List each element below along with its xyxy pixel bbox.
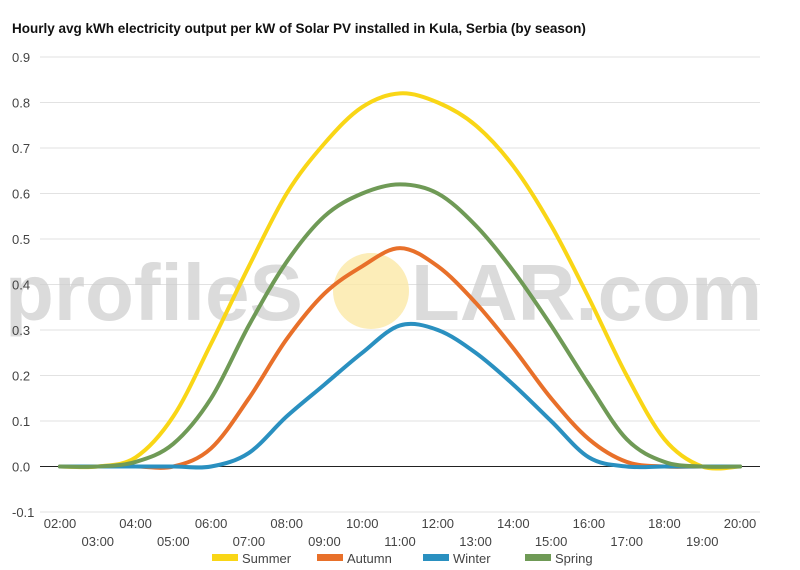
y-tick-label: 0.3 xyxy=(12,323,30,338)
series-layer xyxy=(58,91,742,471)
series-line-spring xyxy=(58,182,742,469)
y-tick-label: 0.9 xyxy=(12,50,30,65)
y-tick-label: 0.4 xyxy=(12,278,30,293)
legend-swatch xyxy=(525,554,551,561)
x-tick-label: 09:00 xyxy=(308,534,341,549)
x-tick-label: 02:00 xyxy=(44,516,77,531)
legend-label: Autumn xyxy=(347,551,392,566)
x-tick-label: 18:00 xyxy=(648,516,681,531)
chart-title: Hourly avg kWh electricity output per kW… xyxy=(12,21,586,36)
legend-swatch xyxy=(317,554,343,561)
x-tick-label: 11:00 xyxy=(384,534,416,549)
legend-label: Winter xyxy=(453,551,491,566)
x-tick-label: 16:00 xyxy=(573,516,606,531)
x-tick-label: 19:00 xyxy=(686,534,719,549)
legend-label: Summer xyxy=(242,551,292,566)
y-tick-label: 0.2 xyxy=(12,369,30,384)
watermark-text-left: profileS xyxy=(5,248,303,337)
x-tick-label: 04:00 xyxy=(119,516,152,531)
x-tick-label: 17:00 xyxy=(610,534,643,549)
y-tick-label: 0.0 xyxy=(12,460,30,475)
legend-swatch xyxy=(423,554,449,561)
x-tick-label: 10:00 xyxy=(346,516,379,531)
series-line-winter xyxy=(58,321,742,470)
x-tick-label: 12:00 xyxy=(422,516,455,531)
series-line-summer xyxy=(58,91,742,471)
y-tick-label: -0.1 xyxy=(12,505,34,520)
x-tick-label: 15:00 xyxy=(535,534,568,549)
y-tick-label: 0.1 xyxy=(12,414,30,429)
x-tick-label: 14:00 xyxy=(497,516,530,531)
legend-label: Spring xyxy=(555,551,593,566)
legend: Summer Autumn Winter Spring xyxy=(212,551,593,566)
x-tick-label: 06:00 xyxy=(195,516,228,531)
x-tick-label: 03:00 xyxy=(82,534,115,549)
x-tick-label: 07:00 xyxy=(233,534,266,549)
x-tick-label: 13:00 xyxy=(459,534,492,549)
x-tick-label: 20:00 xyxy=(724,516,757,531)
y-tick-label: 0.8 xyxy=(12,96,30,111)
x-axis-ticks: 02:00 03:00 04:00 05:00 06:00 07:00 08:00 09:00… xyxy=(44,516,757,549)
legend-swatch xyxy=(212,554,238,561)
x-tick-label: 08:00 xyxy=(270,516,303,531)
y-tick-label: 0.7 xyxy=(12,141,30,156)
watermark-sun-icon xyxy=(333,253,409,329)
y-tick-label: 0.6 xyxy=(12,187,30,202)
watermark: profileS LAR.com xyxy=(5,248,762,337)
x-tick-label: 05:00 xyxy=(157,534,190,549)
y-tick-label: 0.5 xyxy=(12,232,30,247)
